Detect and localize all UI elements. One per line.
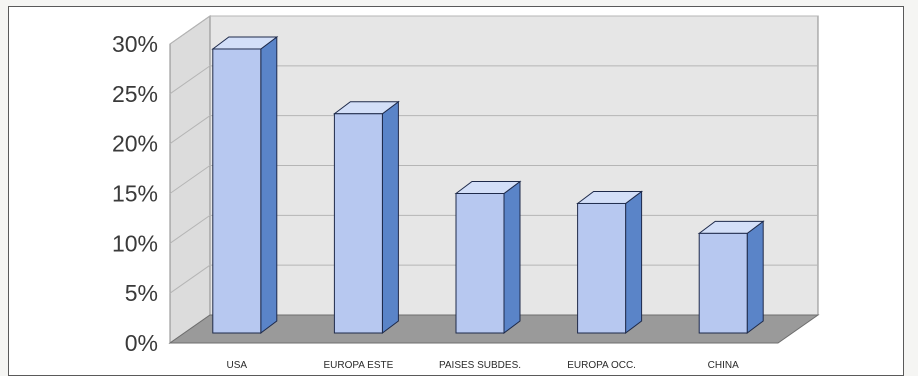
x-tick-label: USA bbox=[227, 360, 248, 371]
bar-front bbox=[455, 193, 505, 334]
gridline bbox=[169, 165, 818, 194]
bar-front bbox=[577, 202, 627, 334]
bar-paises-subdes bbox=[454, 180, 522, 334]
bar-side bbox=[503, 180, 521, 334]
y-axis-tick-labels: 0% 5% 10% 15% 20% 25% 30% bbox=[112, 31, 158, 356]
bar-side bbox=[260, 35, 278, 334]
bar-side bbox=[625, 190, 643, 334]
bar-china bbox=[697, 220, 765, 334]
gridline bbox=[169, 15, 818, 45]
x-tick-label: CHINA bbox=[708, 360, 739, 371]
y-tick-label: 25% bbox=[112, 81, 158, 107]
x-tick-label: EUROPA ESTE bbox=[323, 360, 393, 371]
bar-side bbox=[746, 220, 764, 334]
gridline bbox=[169, 65, 818, 95]
bar-side bbox=[381, 100, 399, 334]
bars bbox=[211, 35, 765, 334]
y-tick-label: 30% bbox=[112, 31, 158, 57]
x-tick-label: EUROPA OCC. bbox=[567, 360, 636, 371]
y-tick-label: 10% bbox=[112, 230, 158, 256]
y-tick-label: 15% bbox=[112, 181, 158, 207]
bar-front bbox=[212, 48, 262, 334]
x-axis-tick-labels: CHINA EUROPA OCC. PAISES SUBDES. EUROPA EST… bbox=[227, 360, 740, 371]
bar-europa-este bbox=[332, 100, 400, 334]
y-tick-label: 20% bbox=[112, 131, 158, 157]
y-tick-label: 0% bbox=[125, 330, 158, 356]
bar-front bbox=[333, 113, 383, 334]
x-tick-label: PAISES SUBDES. bbox=[439, 360, 521, 371]
bar-europa-occ bbox=[576, 190, 644, 334]
gridline bbox=[169, 115, 818, 145]
bar-front bbox=[698, 232, 748, 334]
bar-usa bbox=[211, 35, 279, 334]
y-tick-label: 5% bbox=[125, 280, 158, 306]
